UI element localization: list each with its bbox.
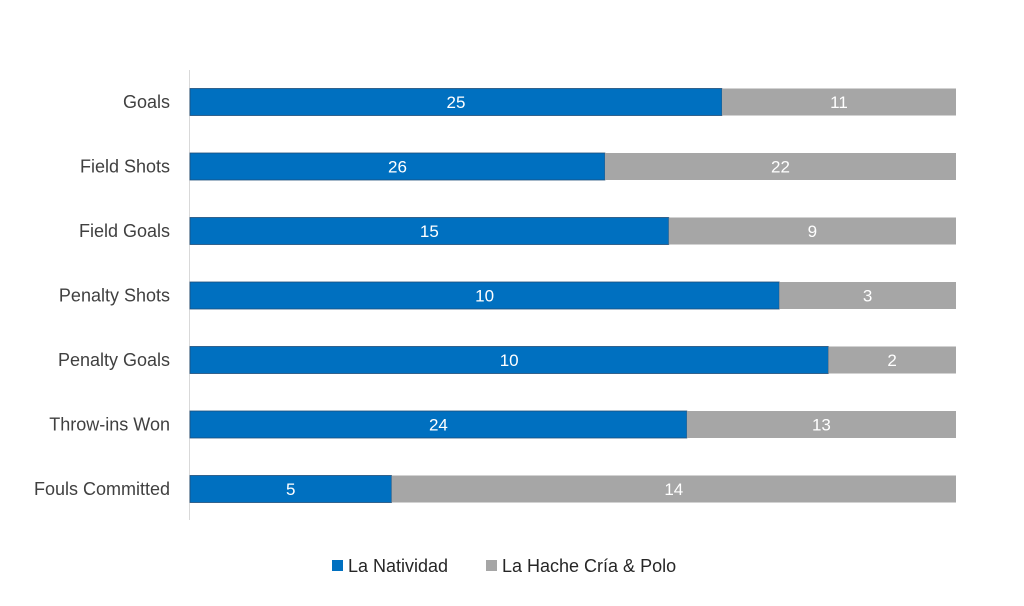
data-label-la-hache-cr-a-polo-goals: 11 [830,93,848,112]
bar-la-natividad-throw-ins-won [189,410,688,439]
bar-la-hache-cr-a-polo-penalty-shots [779,282,956,309]
bar-la-natividad-field-shots [189,152,606,181]
bar-la-natividad-fouls-committed [189,475,392,503]
bar-la-hache-cr-a-polo-field-goals [668,217,956,245]
data-label-la-natividad-penalty-shots: 10 [475,287,494,306]
plot-area: 25 11 26 22 15 9 10 3 10 2 24 13 5 14 [189,88,956,503]
bar-la-hache-cr-a-polo-penalty-goals [828,346,956,374]
category-label-throw-ins-won: Throw-ins Won [49,415,170,435]
data-label-la-hache-cr-a-polo-throw-ins-won: 13 [812,416,831,435]
category-label-goals: Goals [123,92,170,112]
data-label-la-natividad-penalty-goals: 10 [500,351,519,370]
data-label-la-natividad-throw-ins-won: 24 [429,416,448,435]
data-label-la-natividad-field-shots: 26 [388,158,407,177]
category-axis: Goals Field Shots Field Goals Penalty Shots… [34,92,170,499]
data-label-la-natividad-field-goals: 15 [420,222,439,241]
category-label-field-goals: Field Goals [79,221,170,241]
bar-la-natividad-penalty-shots [189,281,780,310]
legend-swatch-la-natividad [332,560,343,571]
bar-la-natividad-field-goals [189,217,670,245]
bar-la-hache-cr-a-polo-goals [721,88,956,116]
category-label-penalty-shots: Penalty Shots [59,286,170,306]
category-label-penalty-goals: Penalty Goals [58,350,170,370]
data-label-la-hache-cr-a-polo-penalty-goals: 2 [887,351,896,370]
bar-la-natividad-penalty-goals [189,346,829,374]
data-label-la-natividad-goals: 25 [447,93,466,112]
bar-la-hache-cr-a-polo-throw-ins-won [686,411,956,438]
bar-la-hache-cr-a-polo-fouls-committed [391,475,956,503]
legend-swatch-la-hache-cr-a-polo [486,560,497,571]
legend-label-la-hache-cr-a-polo: La Hache Cría & Polo [502,556,676,576]
legend-label-la-natividad: La Natividad [348,556,448,576]
data-label-la-hache-cr-a-polo-fouls-committed: 14 [664,480,683,499]
legend: La Natividad La Hache Cría & Polo [332,556,676,576]
bar-la-hache-cr-a-polo-field-shots [604,153,956,180]
category-label-field-shots: Field Shots [80,157,170,177]
data-label-la-hache-cr-a-polo-penalty-shots: 3 [863,287,872,306]
category-label-fouls-committed: Fouls Committed [34,479,170,499]
data-label-la-hache-cr-a-polo-field-goals: 9 [808,222,817,241]
data-label-la-natividad-fouls-committed: 5 [286,480,295,499]
data-label-la-hache-cr-a-polo-field-shots: 22 [771,158,790,177]
